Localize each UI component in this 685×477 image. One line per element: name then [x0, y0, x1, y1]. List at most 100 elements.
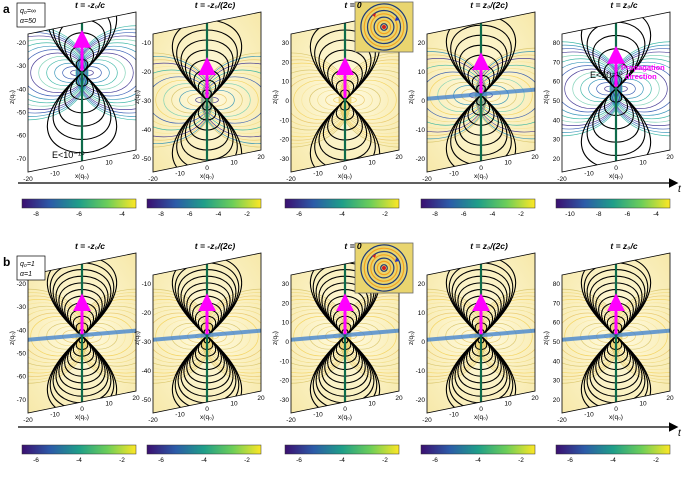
panel-frame: [426, 11, 536, 173]
contour-line: [562, 55, 621, 123]
x-tick-label: 20: [531, 154, 539, 161]
z-tick-label: 30: [282, 281, 290, 288]
x-tick-label: 10: [504, 160, 512, 167]
contour-line: [614, 78, 644, 99]
colorbar-tick-label: -10: [565, 211, 575, 218]
z-axis-label: z(q₀): [543, 331, 550, 345]
panel-title: t = 0: [344, 241, 362, 251]
z-tick-label: -40: [17, 86, 27, 93]
row-letter: a: [3, 2, 10, 16]
x-axis-label: x(q₀): [338, 414, 352, 421]
inset-ring: [380, 23, 388, 31]
contour-line: [562, 61, 620, 116]
colorbar-tick-label: -6: [567, 457, 573, 464]
x-tick-label: -10: [584, 171, 594, 178]
z-tick-label: -60: [17, 133, 27, 140]
z-axis-label: z(q₀): [134, 90, 141, 104]
x-tick-label: 0: [479, 165, 483, 172]
x-tick-label: 0: [614, 165, 618, 172]
z-tick-label: 70: [553, 300, 561, 307]
colorbar-tick-label: -2: [518, 211, 524, 218]
contour-line: [342, 86, 381, 114]
panel-a-3: t = 0 30 20 10 0 -10 -20 -30 z(q₀) -20 -10 0 10 20 x(q…: [272, 0, 414, 218]
time-axis-label: t: [678, 428, 682, 439]
z-tick-label: 40: [553, 358, 561, 365]
x-tick-label: -20: [23, 176, 33, 183]
x-tick-label: -10: [313, 171, 323, 178]
z-tick-label: -50: [142, 156, 152, 163]
contour-line: [611, 55, 670, 123]
x-tick-label: -20: [557, 176, 567, 183]
x-tick-label: 20: [132, 154, 140, 161]
inset-zoom: [354, 242, 414, 294]
colorbar-gradient: [146, 198, 262, 209]
colorbar-gradient: [21, 198, 137, 209]
propagation-label: Propagation: [621, 63, 665, 72]
contour-line: [610, 51, 670, 127]
contour-line: [205, 90, 235, 110]
x-axis-label: x(q₀): [200, 173, 214, 180]
contour-line: [76, 35, 136, 111]
contour-line: [341, 73, 399, 127]
x-tick-label: -10: [50, 171, 60, 178]
row-label-b: b q₀=1 α=1: [3, 255, 46, 281]
colorbar-gradient: [555, 444, 671, 455]
z-tick-label: -20: [142, 310, 152, 317]
x-axis-label: x(q₀): [75, 414, 89, 421]
panel-title: t = -z₀/(2c): [195, 0, 236, 10]
contour-line: [75, 25, 136, 121]
z-tick-label: 60: [553, 79, 561, 86]
field-plot: [28, 253, 136, 413]
panel-b-5: t = z₀/c 80 70 60 50 40 30 20 z(q₀) -20 -10 0 10 20 x(…: [543, 241, 674, 464]
z-tick-label: -50: [17, 110, 27, 117]
contour-line: [291, 62, 351, 138]
x-tick-label: 20: [395, 395, 403, 402]
contour-line: [46, 59, 85, 87]
contour-line: [80, 62, 110, 83]
x-tick-label: 0: [205, 406, 209, 413]
colorbar: -6 -4 -2: [420, 444, 536, 464]
z-axis-label: z(q₀): [408, 331, 415, 345]
inset-ring: [370, 254, 398, 282]
contour-line: [153, 73, 211, 127]
x-tick-label: 10: [639, 401, 647, 408]
z-tick-label: 50: [553, 98, 561, 105]
panel-a-1: t = -z₀/c -20 -30 -40 -50 -60 -70 z(q₀) -20 -10 0 1…: [9, 0, 140, 218]
contour-line: [28, 35, 88, 111]
contour-line: [611, 58, 670, 120]
z-tick-label: 80: [553, 40, 561, 47]
contour-line: [204, 83, 251, 117]
panel-b-1: t = -z₀/c -20 -30 -40 -50 -60 -70 z(q₀) -20 -10 0 1…: [9, 241, 140, 464]
x-tick-label: 0: [80, 165, 84, 172]
z-tick-label: -70: [17, 397, 27, 404]
z-axis-label: z(q₀): [272, 90, 279, 104]
x-tick-label: 0: [614, 406, 618, 413]
contour-line: [79, 56, 126, 90]
x-axis-label: x(q₀): [200, 414, 214, 421]
annotation-energy: E<10⁻¹⁰: [52, 150, 85, 160]
z-tick-label: 0: [421, 339, 425, 346]
contour-line: [153, 62, 213, 138]
contour-line: [301, 83, 348, 117]
contour-line: [562, 65, 620, 113]
contour-line: [28, 39, 87, 107]
colorbar: -6 -4 -2: [284, 198, 400, 218]
contour-line: [341, 76, 399, 124]
z-tick-label: -30: [280, 156, 290, 163]
contour-line: [317, 90, 347, 110]
x-tick-label: -10: [175, 171, 185, 178]
z-tick-label: -40: [142, 127, 152, 134]
z-tick-label: -30: [142, 339, 152, 346]
field-plot: [291, 253, 399, 413]
contour-line: [78, 45, 136, 100]
z-tick-label: -20: [17, 281, 27, 288]
panel-frame: [426, 252, 536, 414]
colorbar-tick-label: -4: [489, 211, 495, 218]
panel-title: t = z₀/c: [610, 241, 637, 251]
z-tick-label: 0: [421, 98, 425, 105]
inset-arrow: [372, 13, 376, 17]
contour-line: [201, 62, 261, 138]
panel-title: t = -z₀/c: [75, 0, 105, 10]
contour-line: [291, 73, 349, 127]
